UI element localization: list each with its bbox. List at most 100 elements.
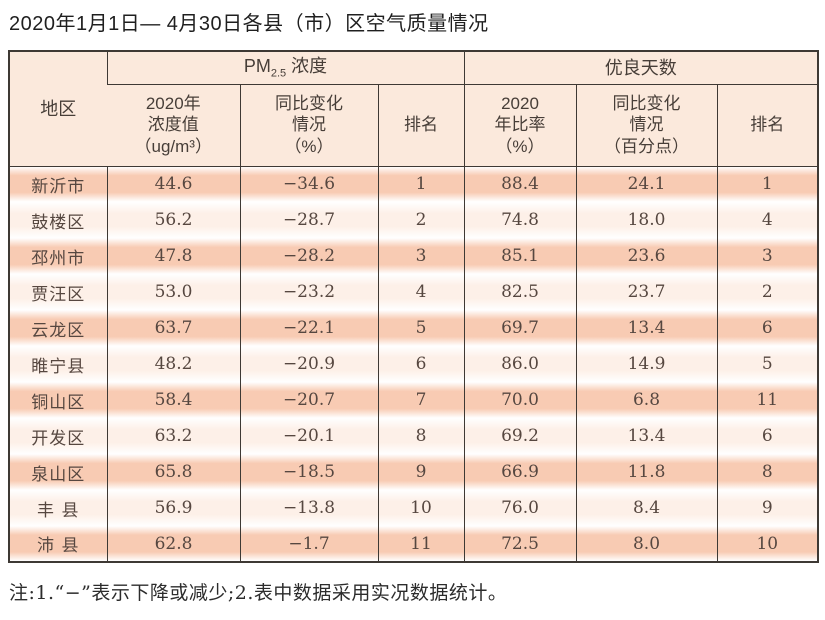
pm-change-cell: −1.7	[239, 526, 378, 562]
region-cell: 鼓楼区	[9, 202, 107, 238]
pm-change-cell: −20.9	[239, 346, 378, 382]
days-rank-cell: 8	[716, 454, 819, 490]
days-change-cell: 8.0	[575, 526, 717, 562]
days-rank-cell: 10	[716, 526, 819, 562]
table-row: 开发区 63.2 −20.1 8 69.2 13.4 6	[9, 418, 819, 454]
header-group-row: 地区 PM2.5 浓度 优良天数	[9, 51, 819, 167]
days-change-cell: 6.8	[575, 382, 717, 418]
region-cell: 云龙区	[9, 310, 107, 346]
days-change-cell: 18.0	[575, 202, 717, 238]
days-change-cell: 23.7	[575, 274, 717, 310]
table-body: 新沂市 44.6 −34.6 1 88.4 24.1 1 鼓楼区 56.2 −2…	[9, 166, 819, 562]
pm-value-cell: 63.7	[106, 310, 240, 346]
pm-rank-cell: 2	[377, 202, 464, 238]
pm-rank-cell: 5	[377, 310, 464, 346]
header-sub-row: 2020年 浓度值 （ug/m³） 同比变化 情况 （%） 排名 2020 年比…	[9, 84, 819, 167]
table-footnote: 注:1.“−”表示下降或减少;2.表中数据采用实况数据统计。	[9, 582, 508, 604]
pm-value-cell: 65.8	[106, 454, 240, 490]
pm-change-cell: −28.7	[239, 202, 378, 238]
days-rank-cell: 4	[716, 202, 819, 238]
days-change-cell: 14.9	[575, 346, 717, 382]
region-cell: 丰 县	[9, 490, 107, 526]
page-title: 2020年1月1日— 4月30日各县（市）区空气质量情况	[9, 13, 489, 35]
pm-change-cell: −34.6	[239, 166, 378, 202]
header-days-rate: 2020 年比率 （%）	[463, 84, 576, 167]
region-cell: 邳州市	[9, 238, 107, 274]
pm-rank-cell: 4	[377, 274, 464, 310]
header-region: 地区	[9, 51, 107, 167]
pm-change-cell: −23.2	[239, 274, 378, 310]
table-row: 睢宁县 48.2 −20.9 6 86.0 14.9 5	[9, 346, 819, 382]
region-cell: 睢宁县	[9, 346, 107, 382]
days-rate-cell: 88.4	[463, 166, 576, 202]
days-rate-cell: 74.8	[463, 202, 576, 238]
pm-change-cell: −18.5	[239, 454, 378, 490]
days-rate-cell: 76.0	[463, 490, 576, 526]
days-rank-cell: 2	[716, 274, 819, 310]
pm25-label-prefix: PM	[243, 55, 271, 76]
days-change-cell: 13.4	[575, 418, 717, 454]
table-header: 地区 PM2.5 浓度 优良天数 2020年 浓度值 （ug/m³） 同比变化 …	[9, 51, 819, 167]
days-rate-cell: 86.0	[463, 346, 576, 382]
table-row: 沛 县 62.8 −1.7 11 72.5 8.0 10	[9, 526, 819, 562]
days-rate-cell: 70.0	[463, 382, 576, 418]
pm-rank-cell: 7	[377, 382, 464, 418]
pm-rank-cell: 3	[377, 238, 464, 274]
pm-value-cell: 47.8	[106, 238, 240, 274]
pm25-label-subscript: 2.5	[270, 67, 287, 80]
pm-rank-cell: 9	[377, 454, 464, 490]
pm-rank-cell: 10	[377, 490, 464, 526]
header-days-rank: 排名	[716, 84, 819, 167]
pm-value-cell: 62.8	[106, 526, 240, 562]
days-rate-cell: 72.5	[463, 526, 576, 562]
table-row: 鼓楼区 56.2 −28.7 2 74.8 18.0 4	[9, 202, 819, 238]
days-rank-cell: 11	[716, 382, 819, 418]
days-rate-cell: 82.5	[463, 274, 576, 310]
pm-change-cell: −20.7	[239, 382, 378, 418]
days-rate-cell: 69.2	[463, 418, 576, 454]
header-pm-rank: 排名	[377, 84, 464, 167]
pm-rank-cell: 6	[377, 346, 464, 382]
pm-value-cell: 56.9	[106, 490, 240, 526]
region-cell: 新沂市	[9, 166, 107, 202]
days-change-cell: 8.4	[575, 490, 717, 526]
table-row: 丰 县 56.9 −13.8 10 76.0 8.4 9	[9, 490, 819, 526]
days-rate-cell: 66.9	[463, 454, 576, 490]
region-cell: 泉山区	[9, 454, 107, 490]
days-rank-cell: 1	[716, 166, 819, 202]
region-cell: 开发区	[9, 418, 107, 454]
pm25-label-suffix: 浓度	[286, 55, 328, 76]
pm-change-cell: −22.1	[239, 310, 378, 346]
region-cell: 铜山区	[9, 382, 107, 418]
days-rank-cell: 9	[716, 490, 819, 526]
pm-value-cell: 56.2	[106, 202, 240, 238]
pm-rank-cell: 11	[377, 526, 464, 562]
header-days-change: 同比变化 情况 （百分点）	[575, 84, 717, 167]
days-rank-cell: 5	[716, 346, 819, 382]
days-change-cell: 24.1	[575, 166, 717, 202]
days-change-cell: 11.8	[575, 454, 717, 490]
days-change-cell: 23.6	[575, 238, 717, 274]
table-row: 云龙区 63.7 −22.1 5 69.7 13.4 6	[9, 310, 819, 346]
table-row: 泉山区 65.8 −18.5 9 66.9 11.8 8	[9, 454, 819, 490]
pm-change-cell: −20.1	[239, 418, 378, 454]
pm-value-cell: 44.6	[106, 166, 240, 202]
header-pm25-group: PM2.5 浓度	[106, 51, 464, 85]
header-pm-value: 2020年 浓度值 （ug/m³）	[107, 84, 240, 167]
header-good-days-group: 优良天数	[463, 51, 819, 85]
pm-value-cell: 63.2	[106, 418, 240, 454]
air-quality-table: 地区 PM2.5 浓度 优良天数 2020年 浓度值 （ug/m³） 同比变化 …	[8, 50, 820, 563]
pm-value-cell: 58.4	[106, 382, 240, 418]
table-row: 铜山区 58.4 −20.7 7 70.0 6.8 11	[9, 382, 819, 418]
pm-change-cell: −13.8	[239, 490, 378, 526]
pm-rank-cell: 1	[377, 166, 464, 202]
days-rate-cell: 85.1	[463, 238, 576, 274]
days-rate-cell: 69.7	[463, 310, 576, 346]
pm-change-cell: −28.2	[239, 238, 378, 274]
table-row: 贾汪区 53.0 −23.2 4 82.5 23.7 2	[9, 274, 819, 310]
days-rank-cell: 6	[716, 418, 819, 454]
pm-value-cell: 48.2	[106, 346, 240, 382]
pm-value-cell: 53.0	[106, 274, 240, 310]
days-rank-cell: 6	[716, 310, 819, 346]
